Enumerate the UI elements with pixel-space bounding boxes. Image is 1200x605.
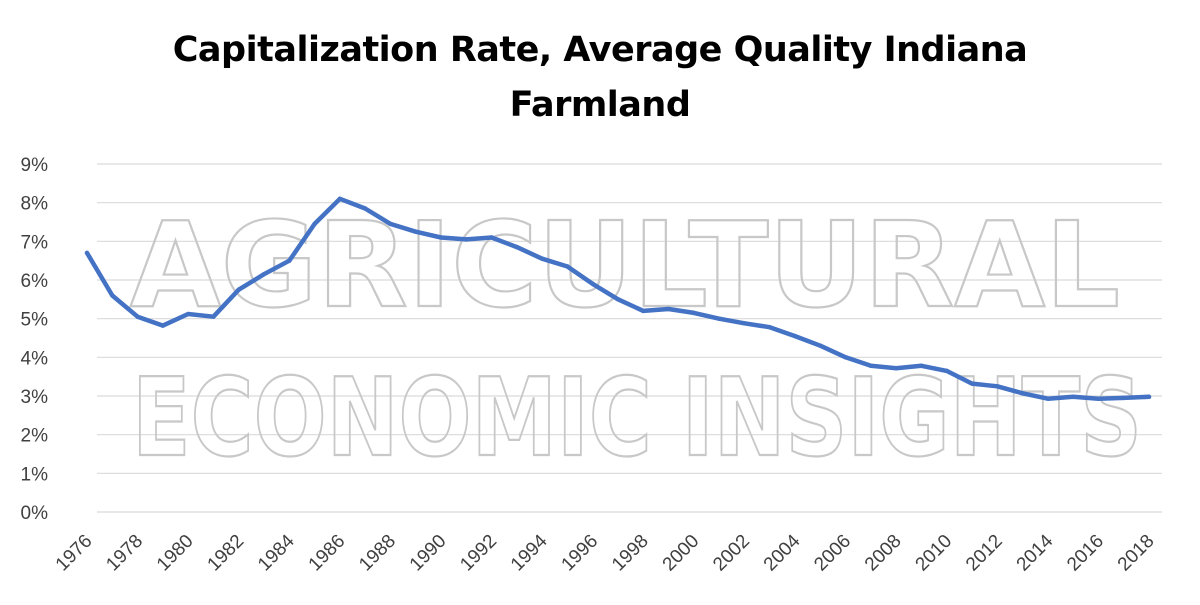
y-tick-label: 3%	[21, 387, 49, 408]
data-point	[438, 235, 444, 240]
x-tick-label: 1976	[52, 531, 97, 576]
x-tick-label: 2006	[810, 531, 855, 576]
data-point	[691, 310, 697, 316]
x-tick-label: 1984	[254, 530, 299, 575]
x-tick-label: 1996	[558, 531, 603, 576]
data-point	[1146, 394, 1152, 399]
data-point	[843, 355, 848, 360]
y-tick-label: 4%	[21, 348, 49, 369]
data-point	[413, 229, 418, 234]
x-axis-ticks: 1976 1978 1980 1982 1984 1986 1988 1990 1992 1994…	[52, 530, 1159, 575]
x-tick-label: 2008	[861, 531, 906, 576]
data-point	[337, 196, 343, 201]
data-point	[944, 368, 949, 374]
x-tick-label: 2000	[659, 531, 704, 576]
x-tick-label: 2014	[1013, 530, 1058, 575]
data-point	[362, 206, 368, 211]
x-tick-label: 1982	[204, 531, 249, 576]
x-tick-label: 1988	[355, 531, 400, 576]
data-point	[489, 235, 494, 240]
x-tick-label: 1998	[608, 531, 653, 576]
y-tick-label: 7%	[21, 232, 49, 253]
data-point	[767, 324, 772, 330]
x-tick-label: 1992	[456, 531, 501, 576]
y-tick-label: 6%	[21, 271, 49, 292]
data-point	[565, 264, 570, 269]
data-point	[716, 316, 722, 321]
data-point	[261, 272, 267, 277]
y-tick-label: 0%	[21, 503, 49, 524]
data-point	[514, 244, 520, 250]
y-tick-label: 2%	[21, 426, 49, 447]
data-point	[135, 314, 140, 319]
data-point	[792, 333, 798, 339]
x-tick-label: 1980	[153, 531, 198, 576]
x-tick-label: 1986	[305, 531, 350, 576]
data-point	[464, 237, 469, 242]
data-point	[236, 287, 241, 292]
x-tick-label: 2012	[962, 531, 1007, 576]
watermark: AGRICULTURAL ECONOMIC INSIGHTS	[129, 195, 1143, 482]
data-point	[995, 384, 1000, 389]
gridlines	[97, 163, 1162, 513]
data-point	[287, 258, 292, 263]
data-point	[1045, 396, 1051, 401]
data-point	[666, 306, 671, 312]
data-point	[1096, 396, 1101, 401]
x-tick-label: 1978	[102, 531, 147, 576]
data-point	[539, 256, 545, 261]
data-point	[868, 363, 874, 369]
y-tick-label: 5%	[21, 310, 49, 331]
x-tick-label: 1990	[406, 531, 451, 576]
data-point	[388, 221, 393, 227]
data-point	[818, 343, 823, 348]
data-point	[185, 311, 191, 317]
x-tick-label: 1994	[507, 530, 552, 575]
series-layer	[84, 196, 1152, 401]
x-tick-label: 2018	[1114, 531, 1159, 576]
data-point	[1121, 395, 1126, 401]
data-point	[110, 293, 115, 298]
data-point	[641, 308, 646, 314]
watermark-line-2: ECONOMIC INSIGHTS	[132, 356, 1142, 481]
x-tick-label: 2016	[1063, 531, 1108, 576]
x-tick-label: 2010	[912, 531, 957, 576]
data-point	[590, 281, 595, 287]
data-point	[1020, 391, 1025, 396]
data-point	[742, 321, 747, 326]
y-axis-ticks: 0% 1% 2% 3% 4% 5% 6% 7% 8% 9%	[21, 155, 49, 524]
data-point	[919, 363, 924, 369]
data-point	[1070, 394, 1076, 399]
data-point	[160, 323, 166, 328]
watermark-line-1: AGRICULTURAL	[130, 196, 1120, 334]
y-tick-label: 8%	[21, 194, 49, 215]
x-tick-label: 2004	[760, 530, 805, 575]
data-point	[312, 221, 317, 227]
x-tick-label: 2002	[709, 531, 754, 576]
chart-title-line-1: Capitalization Rate, Average Quality Ind…	[172, 30, 1028, 70]
data-point	[84, 250, 90, 256]
data-point	[211, 314, 216, 319]
data-point	[893, 365, 899, 371]
data-point	[969, 381, 975, 386]
y-tick-label: 9%	[21, 155, 49, 176]
y-tick-label: 1%	[21, 464, 49, 485]
data-point	[615, 297, 621, 302]
chart-title-line-2: Farmland	[509, 85, 691, 125]
